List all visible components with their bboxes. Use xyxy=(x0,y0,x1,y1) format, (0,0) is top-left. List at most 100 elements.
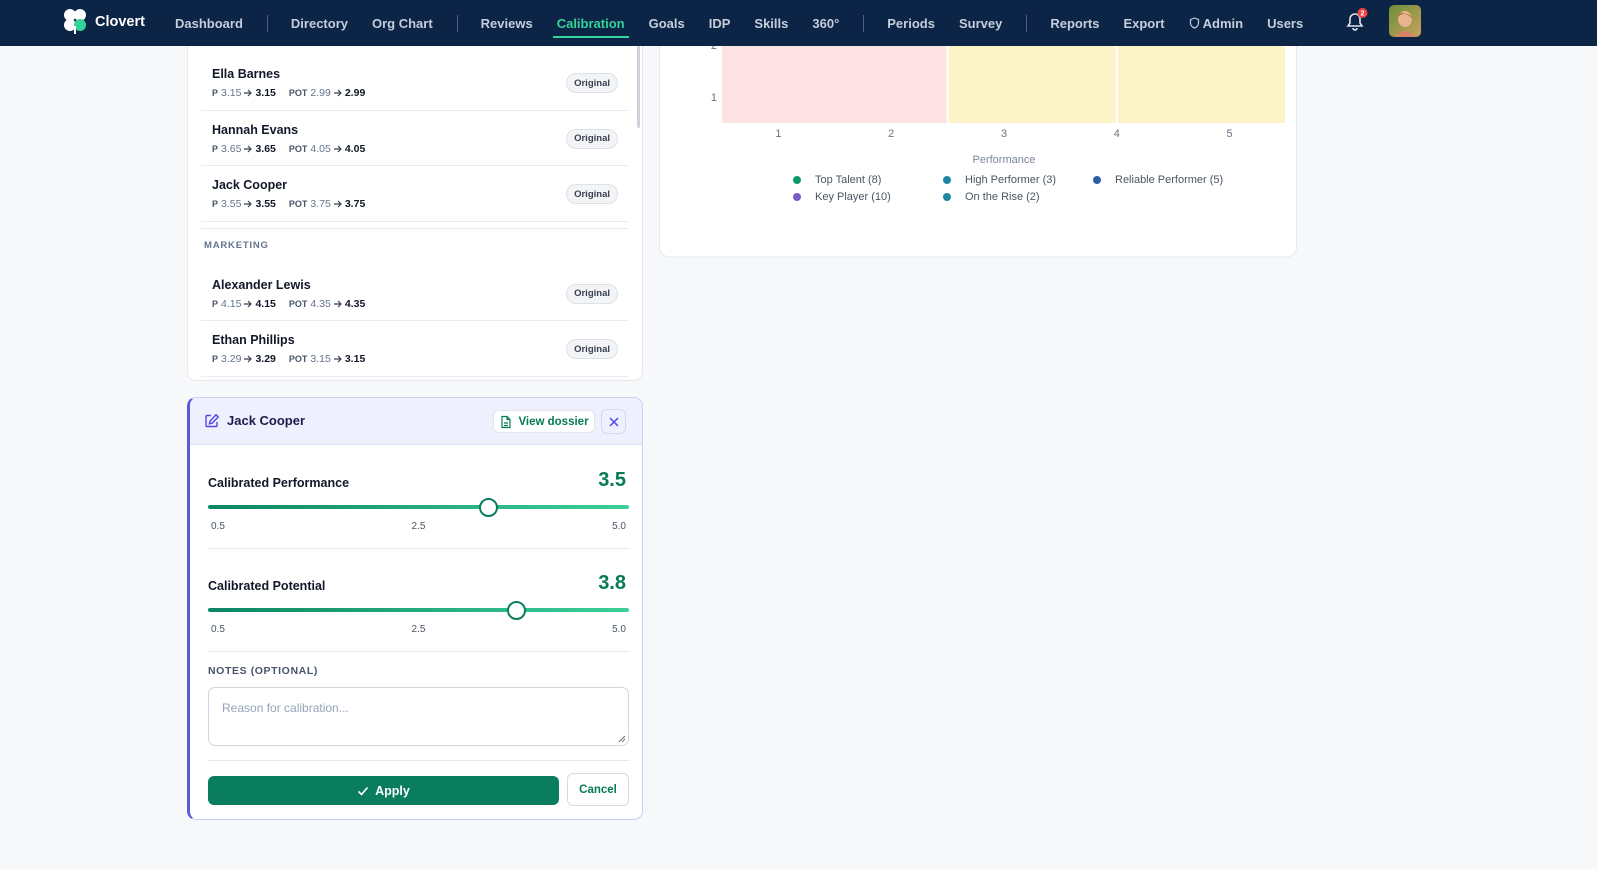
pot-label: POT xyxy=(288,298,308,309)
view-dossier-button[interactable]: View dossier xyxy=(493,410,595,433)
pot-from: 4.35 xyxy=(310,297,331,310)
nav-label: Dashboard xyxy=(175,15,243,31)
slider-label: Calibrated Potential xyxy=(208,579,326,593)
calibration-editor: Jack Cooper View dossier Calibrated Perf… xyxy=(187,397,643,820)
edit-icon xyxy=(205,413,220,428)
nav-separator xyxy=(863,14,865,32)
nav-label: Reports xyxy=(1050,15,1100,31)
nav-item[interactable]: Dashboard xyxy=(175,0,243,46)
scrollbar[interactable] xyxy=(637,46,640,128)
nav-item[interactable]: Users xyxy=(1267,0,1303,46)
group-header: MARKETING xyxy=(201,227,628,266)
employee-row[interactable]: Ethan Phillips P 3.29 3.29 POT 3.15 3.15 Origin… xyxy=(201,321,628,377)
perf-label: P xyxy=(212,88,219,98)
arrow-icon xyxy=(244,89,253,97)
nav-label: Org Chart xyxy=(371,15,433,31)
slider-tick-label: 0.5 xyxy=(211,521,225,532)
nav-item[interactable]: Skills xyxy=(754,0,788,46)
arrow-path xyxy=(244,355,253,363)
nav-item[interactable]: Periods xyxy=(887,0,935,46)
pot-label: POT xyxy=(288,199,308,209)
nav-item[interactable]: IDP xyxy=(709,0,731,46)
group-name: MARKETING xyxy=(204,239,269,251)
editor-header: Jack Cooper View dossier xyxy=(190,398,642,445)
employee-name: Ethan Phillips xyxy=(212,333,295,347)
close-button[interactable] xyxy=(601,409,626,434)
nav-item[interactable]: Admin xyxy=(1189,0,1243,46)
nav-label: Calibration xyxy=(556,15,625,31)
arrow-path xyxy=(333,300,342,307)
notes-label: NOTES (OPTIONAL) xyxy=(208,665,318,677)
nav-label: Survey xyxy=(958,15,1003,31)
score-line: P 3.15 3.15 POT 2.99 2.99 xyxy=(212,87,365,99)
slider-thumb[interactable] xyxy=(479,497,499,517)
status-badge: Original xyxy=(566,184,618,204)
avatar[interactable] xyxy=(1389,5,1421,37)
divider xyxy=(208,548,629,549)
slider-tick-label: 0.5 xyxy=(211,624,225,635)
arrow-icon xyxy=(244,300,253,307)
nav-item[interactable]: Org Chart xyxy=(372,0,433,46)
employee-row[interactable]: Hannah Evans P 3.65 3.65 POT 4.05 4.05 Original xyxy=(201,111,628,166)
nav-item[interactable]: Calibration xyxy=(552,0,629,46)
document-icon xyxy=(501,415,512,428)
pot-to: 3.75 xyxy=(344,198,366,210)
logo xyxy=(64,9,86,34)
nav-separator xyxy=(456,14,458,32)
nav-label: Users xyxy=(1267,15,1304,31)
employee-name: Alexander Lewis xyxy=(212,277,311,292)
arrow-icon xyxy=(333,145,342,152)
employee-row[interactable]: Ella Barnes P 3.15 3.15 POT 2.99 2.99 Original xyxy=(201,55,628,111)
slider-track[interactable] xyxy=(208,608,629,612)
nav-label: Goals xyxy=(648,15,685,31)
legend-label: On the Rise (2) xyxy=(965,191,1040,203)
employee-name: Ella Barnes xyxy=(212,67,281,81)
x-tick-label: 1 xyxy=(775,128,781,140)
nav-label: Directory xyxy=(290,15,348,31)
legend-label: Reliable Performer (5) xyxy=(1115,174,1223,186)
nav-label: Periods xyxy=(887,15,935,31)
arrow-path xyxy=(333,355,342,363)
legend-marker xyxy=(943,176,951,184)
slider-label: Calibrated Performance xyxy=(208,476,350,490)
perf-label: P xyxy=(212,199,219,209)
arrow-icon xyxy=(333,89,342,97)
notes-input[interactable]: Reason for calibration... xyxy=(208,687,629,746)
nav-item[interactable]: Survey xyxy=(959,0,1002,46)
nav-item[interactable]: Export xyxy=(1123,0,1164,46)
slider-track[interactable] xyxy=(208,505,629,509)
employee-row[interactable]: Alexander Lewis P 4.15 4.15 POT 4.35 4.35 Origi… xyxy=(201,266,628,321)
employee-row[interactable]: Jack Cooper P 3.55 3.55 POT 3.75 3.75 Original xyxy=(201,166,628,222)
notifications[interactable]: 2 xyxy=(1343,8,1373,34)
employee-list-items: Ella Barnes P 3.15 3.15 POT 2.99 2.99 Original H… xyxy=(201,55,628,377)
y-tick-label: 1 xyxy=(711,92,717,104)
pot-label: POT xyxy=(288,88,308,98)
nav-separator xyxy=(266,14,268,32)
apply-label: Apply xyxy=(375,783,410,798)
pot-label: POT xyxy=(288,354,308,364)
nav-item[interactable]: Reviews xyxy=(481,0,533,46)
legend-marker xyxy=(1093,176,1101,184)
perf-label: P xyxy=(212,298,219,309)
arrow-icon xyxy=(244,145,253,152)
pot-from: 2.99 xyxy=(310,87,331,99)
arrow-path xyxy=(333,200,342,208)
arrow-icon xyxy=(333,300,342,307)
divider xyxy=(208,651,629,652)
x-tick-label: 4 xyxy=(1114,128,1120,140)
nav-separator xyxy=(1026,14,1028,32)
notes-placeholder: Reason for calibration... xyxy=(222,701,349,715)
nav-item[interactable]: Directory xyxy=(291,0,348,46)
pot-from: 3.75 xyxy=(310,198,331,210)
slider-thumb[interactable] xyxy=(507,600,527,620)
nav-item[interactable]: Goals xyxy=(649,0,685,46)
check-icon xyxy=(358,786,369,796)
nav-item[interactable]: Reports xyxy=(1050,0,1099,46)
slider-tick-label: 2.5 xyxy=(411,624,426,635)
employee-name: Jack Cooper xyxy=(212,178,288,192)
cancel-button[interactable]: Cancel xyxy=(567,773,629,806)
nav-item[interactable]: 360° xyxy=(812,0,839,46)
apply-button[interactable]: Apply xyxy=(208,776,559,805)
employee-list: Ella Barnes P 3.15 3.15 POT 2.99 2.99 Original H… xyxy=(187,0,643,381)
x-tick-label: 3 xyxy=(1001,128,1007,140)
